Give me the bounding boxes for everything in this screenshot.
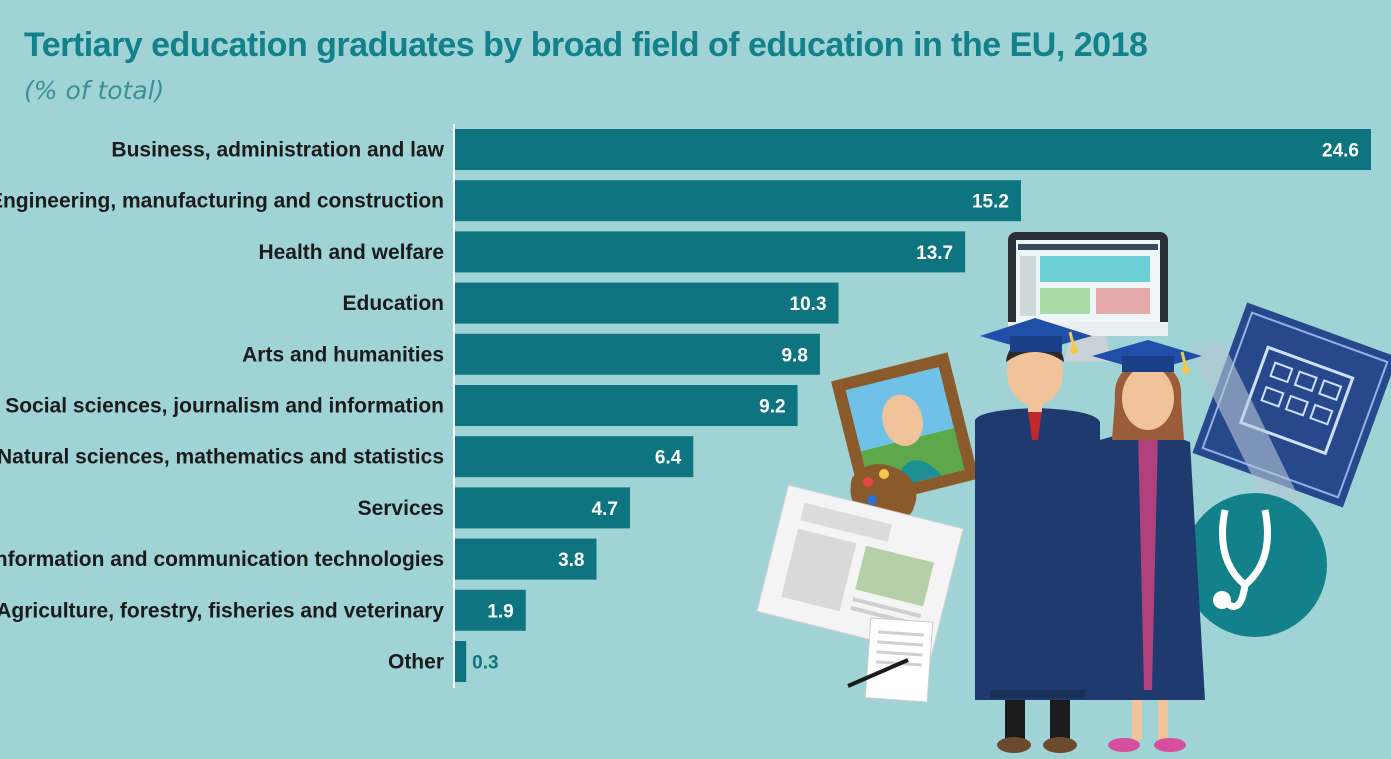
value-label-7: 4.7 <box>592 499 618 520</box>
chart-subtitle: (% of total) <box>24 76 165 105</box>
category-label-2: Health and welfare <box>258 241 444 264</box>
category-label-9: Agriculture, forestry, fisheries and vet… <box>0 599 444 622</box>
bar-5 <box>455 385 798 426</box>
value-label-9: 1.9 <box>487 601 513 622</box>
painting-icon <box>831 352 979 524</box>
bar-10 <box>455 641 467 682</box>
bar-3 <box>455 282 839 324</box>
value-label-5: 9.2 <box>759 397 785 418</box>
bar-9 <box>455 589 526 631</box>
category-label-3: Education <box>342 292 444 315</box>
male-graduate-figure <box>975 318 1100 753</box>
value-label-1: 15.2 <box>972 192 1009 213</box>
category-label-8: Information and communication technologi… <box>0 548 444 571</box>
newspaper-icon <box>756 484 964 703</box>
value-label-0: 24.6 <box>1322 141 1359 162</box>
value-label-3: 10.3 <box>790 294 827 315</box>
category-label-1: Engineering, manufacturing and construct… <box>0 190 444 213</box>
value-label-2: 13.7 <box>916 243 953 264</box>
bar-8 <box>455 538 597 580</box>
chart-title: Tertiary education graduates by broad fi… <box>24 26 1148 64</box>
category-label-4: Arts and humanities <box>242 343 444 366</box>
category-label-0: Business, administration and law <box>111 139 444 162</box>
bar-6 <box>455 436 694 478</box>
category-label-6: Natural sciences, mathematics and statis… <box>0 446 444 469</box>
value-label-6: 6.4 <box>655 448 682 469</box>
graduates-illustration <box>756 232 1391 753</box>
bar-7 <box>455 487 631 529</box>
stethoscope-icon <box>1183 493 1327 637</box>
computer-monitor-icon <box>1008 232 1168 362</box>
value-label-8: 3.8 <box>558 550 584 571</box>
bar-1 <box>455 180 1021 222</box>
value-label-10: 0.3 <box>472 653 498 674</box>
category-label-10: Other <box>388 651 444 674</box>
value-label-4: 9.8 <box>781 345 807 366</box>
blueprint-icon <box>1190 302 1391 512</box>
bars-layer: Business, administration and law 24.6 Engi… <box>0 129 1371 682</box>
category-label-7: Services <box>358 497 444 520</box>
bar-2 <box>455 231 966 273</box>
bar-4 <box>455 333 820 375</box>
bar-0 <box>455 129 1371 170</box>
category-label-5: Social sciences, journalism and informat… <box>5 395 444 418</box>
female-graduate-figure <box>1085 340 1205 752</box>
